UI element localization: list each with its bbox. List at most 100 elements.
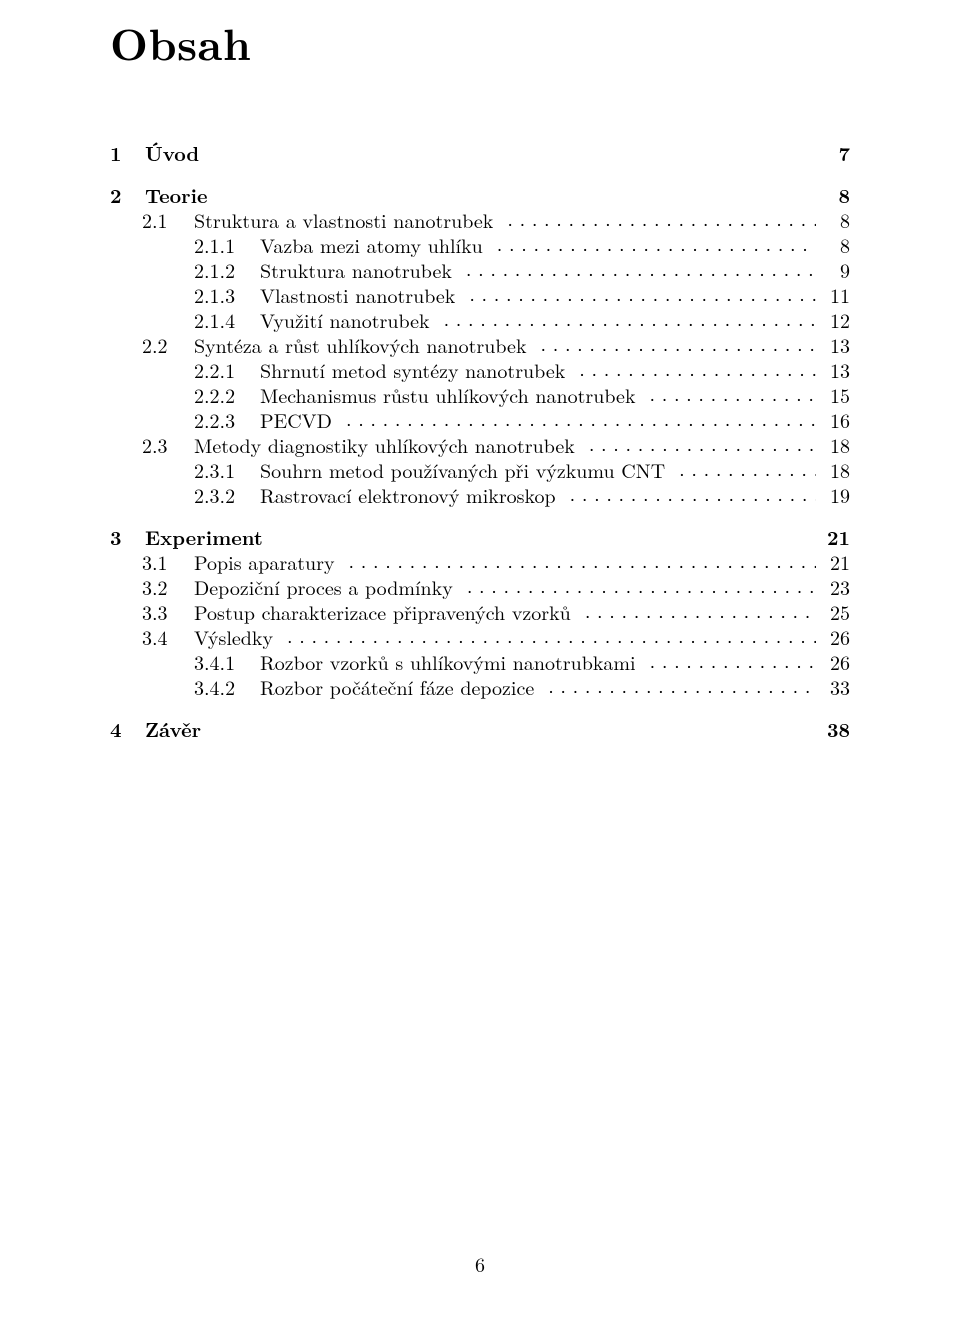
toc-dot-leader — [497, 233, 816, 253]
toc-entry-number: 2.1.4 — [194, 310, 260, 330]
toc-entry-page: 38 — [820, 719, 850, 739]
toc-entry-label: Postup charakterizace připravených vzork… — [194, 602, 571, 622]
toc-entry-number: 3.4.1 — [194, 652, 260, 672]
toc-entry-label: PECVD — [260, 410, 332, 430]
toc-entry-number: 2.1 — [142, 210, 194, 230]
toc-entry: 2.1.4Využití nanotrubek 12 — [110, 305, 850, 330]
toc-dot-leader — [579, 358, 816, 378]
toc-entry: 3.4.2Rozbor počáteční fáze depozice 33 — [110, 672, 850, 697]
toc-entry: 2.2.2Mechanismus růstu uhlíkových nanotr… — [110, 380, 850, 405]
toc-entry-page: 12 — [820, 310, 850, 330]
toc-entry-page: 18 — [820, 460, 850, 480]
toc-entry-number: 4 — [110, 719, 145, 739]
toc-chapter: 1Úvod7 — [110, 143, 850, 163]
toc-entry-number: 2.1.2 — [194, 260, 260, 280]
toc-dot-leader — [469, 283, 816, 303]
toc-entry: 3.1Popis aparatury 21 — [110, 547, 850, 572]
toc-entry-number: 2.2.2 — [194, 385, 260, 405]
toc-entry-number: 2.2.1 — [194, 360, 260, 380]
toc-entry-page: 21 — [820, 552, 850, 572]
toc-entry-page: 13 — [820, 360, 850, 380]
toc-entry: 3.4Výsledky 26 — [110, 622, 850, 647]
toc-entry: 2Teorie 8 — [110, 185, 850, 205]
toc-entry-page: 8 — [820, 210, 850, 230]
toc-entry-label: Syntéza a růst uhlíkových nanotrubek — [194, 335, 527, 355]
toc-entry: 3.3Postup charakterizace připravených vz… — [110, 597, 850, 622]
toc-entry-label: Mechanismus růstu uhlíkových nanotrubek — [260, 385, 636, 405]
toc-dot-leader — [346, 408, 816, 428]
toc-entry-label: Teorie — [145, 185, 208, 205]
toc-entry: 2.1Struktura a vlastnosti nanotrubek 8 — [110, 205, 850, 230]
toc-entry-label: Souhrn metod používaných při výzkumu CNT — [260, 460, 665, 480]
toc-entry-page: 33 — [820, 677, 850, 697]
toc-dot-leader — [570, 483, 816, 503]
toc-entry: 4Závěr 38 — [110, 719, 850, 739]
toc-entry-label: Struktura a vlastnosti nanotrubek — [194, 210, 493, 230]
toc-entry-page: 16 — [820, 410, 850, 430]
toc-entry-number: 2.1.3 — [194, 285, 260, 305]
toc-entry-number: 3 — [110, 527, 145, 547]
toc-chapter: 3Experiment 213.1Popis aparatury 213.2Dep… — [110, 527, 850, 697]
toc-entry-number: 2.2 — [142, 335, 194, 355]
toc-entry-number: 2.3 — [142, 435, 194, 455]
toc-entry: 3Experiment 21 — [110, 527, 850, 547]
toc-dot-leader — [548, 675, 816, 695]
toc-entry-label: Experiment — [145, 527, 263, 547]
toc-entry: 3.4.1Rozbor vzorků s uhlíkovými nanotrub… — [110, 647, 850, 672]
toc-entry-page: 13 — [820, 335, 850, 355]
toc-entry: 2.1.3Vlastnosti nanotrubek 11 — [110, 280, 850, 305]
toc-entry-page: 25 — [820, 602, 850, 622]
toc-entry-number: 2.3.1 — [194, 460, 260, 480]
toc-dot-leader — [467, 575, 816, 595]
toc-entry: 2.3Metody diagnostiky uhlíkových nanotru… — [110, 430, 850, 455]
toc-chapter: 4Závěr 38 — [110, 719, 850, 739]
toc-dot-leader — [466, 258, 816, 278]
toc-entry-number: 3.4.2 — [194, 677, 260, 697]
toc-entry-label: Úvod — [145, 143, 199, 163]
toc-dot-leader — [679, 458, 816, 478]
toc-entry-number: 3.2 — [142, 577, 194, 597]
toc-entry-page: 9 — [820, 260, 850, 280]
toc-entry: 2.2.3PECVD 16 — [110, 405, 850, 430]
toc-entry-number: 2 — [110, 185, 145, 205]
toc-entry-label: Závěr — [145, 719, 201, 739]
toc-title: Obsah — [110, 10, 850, 73]
toc-entry-label: Vlastnosti nanotrubek — [260, 285, 455, 305]
toc-dot-leader — [349, 550, 816, 570]
toc-entry-page: 19 — [820, 485, 850, 505]
toc-entry-label: Rozbor počáteční fáze depozice — [260, 677, 534, 697]
toc-entry-number: 2.1.1 — [194, 235, 260, 255]
toc-entry: 2.1.2Struktura nanotrubek 9 — [110, 255, 850, 280]
toc-dot-leader — [585, 600, 816, 620]
toc-entry-page: 8 — [820, 185, 850, 205]
toc-entry-label: Struktura nanotrubek — [260, 260, 452, 280]
toc-entry-page: 18 — [820, 435, 850, 455]
toc-dot-leader — [650, 383, 817, 403]
toc-entry: 2.2Syntéza a růst uhlíkových nanotrubek … — [110, 330, 850, 355]
toc-entry-page: 11 — [820, 285, 850, 305]
toc-entry-page: 23 — [820, 577, 850, 597]
toc-entry-label: Shrnutí metod syntézy nanotrubek — [260, 360, 565, 380]
toc-entry-page: 26 — [820, 627, 850, 647]
table-of-contents: 1Úvod72Teorie82.1Struktura a vlastnosti … — [110, 143, 850, 739]
footer-page-number: 6 — [0, 1249, 960, 1278]
toc-entry-page: 15 — [820, 385, 850, 405]
toc-entry-page: 21 — [820, 527, 850, 547]
toc-entry: 1Úvod7 — [110, 143, 850, 163]
toc-entry-label: Využití nanotrubek — [260, 310, 430, 330]
toc-entry-number: 3.3 — [142, 602, 194, 622]
toc-entry-number: 2.2.3 — [194, 410, 260, 430]
toc-entry-number: 3.1 — [142, 552, 194, 572]
toc-dot-leader — [287, 625, 816, 645]
toc-entry-page: 8 — [820, 235, 850, 255]
toc-dot-leader — [507, 208, 816, 228]
toc-entry-page: 26 — [820, 652, 850, 672]
toc-entry-label: Metody diagnostiky uhlíkových nanotrubek — [194, 435, 575, 455]
toc-entry-label: Vazba mezi atomy uhlíku — [260, 235, 483, 255]
toc-entry: 2.3.1Souhrn metod používaných při výzkum… — [110, 455, 850, 480]
toc-dot-leader — [541, 333, 817, 353]
toc-dot-leader — [589, 433, 816, 453]
toc-entry-number: 2.3.2 — [194, 485, 260, 505]
toc-entry: 3.2Depoziční proces a podmínky 23 — [110, 572, 850, 597]
toc-entry-page: 7 — [820, 143, 850, 163]
